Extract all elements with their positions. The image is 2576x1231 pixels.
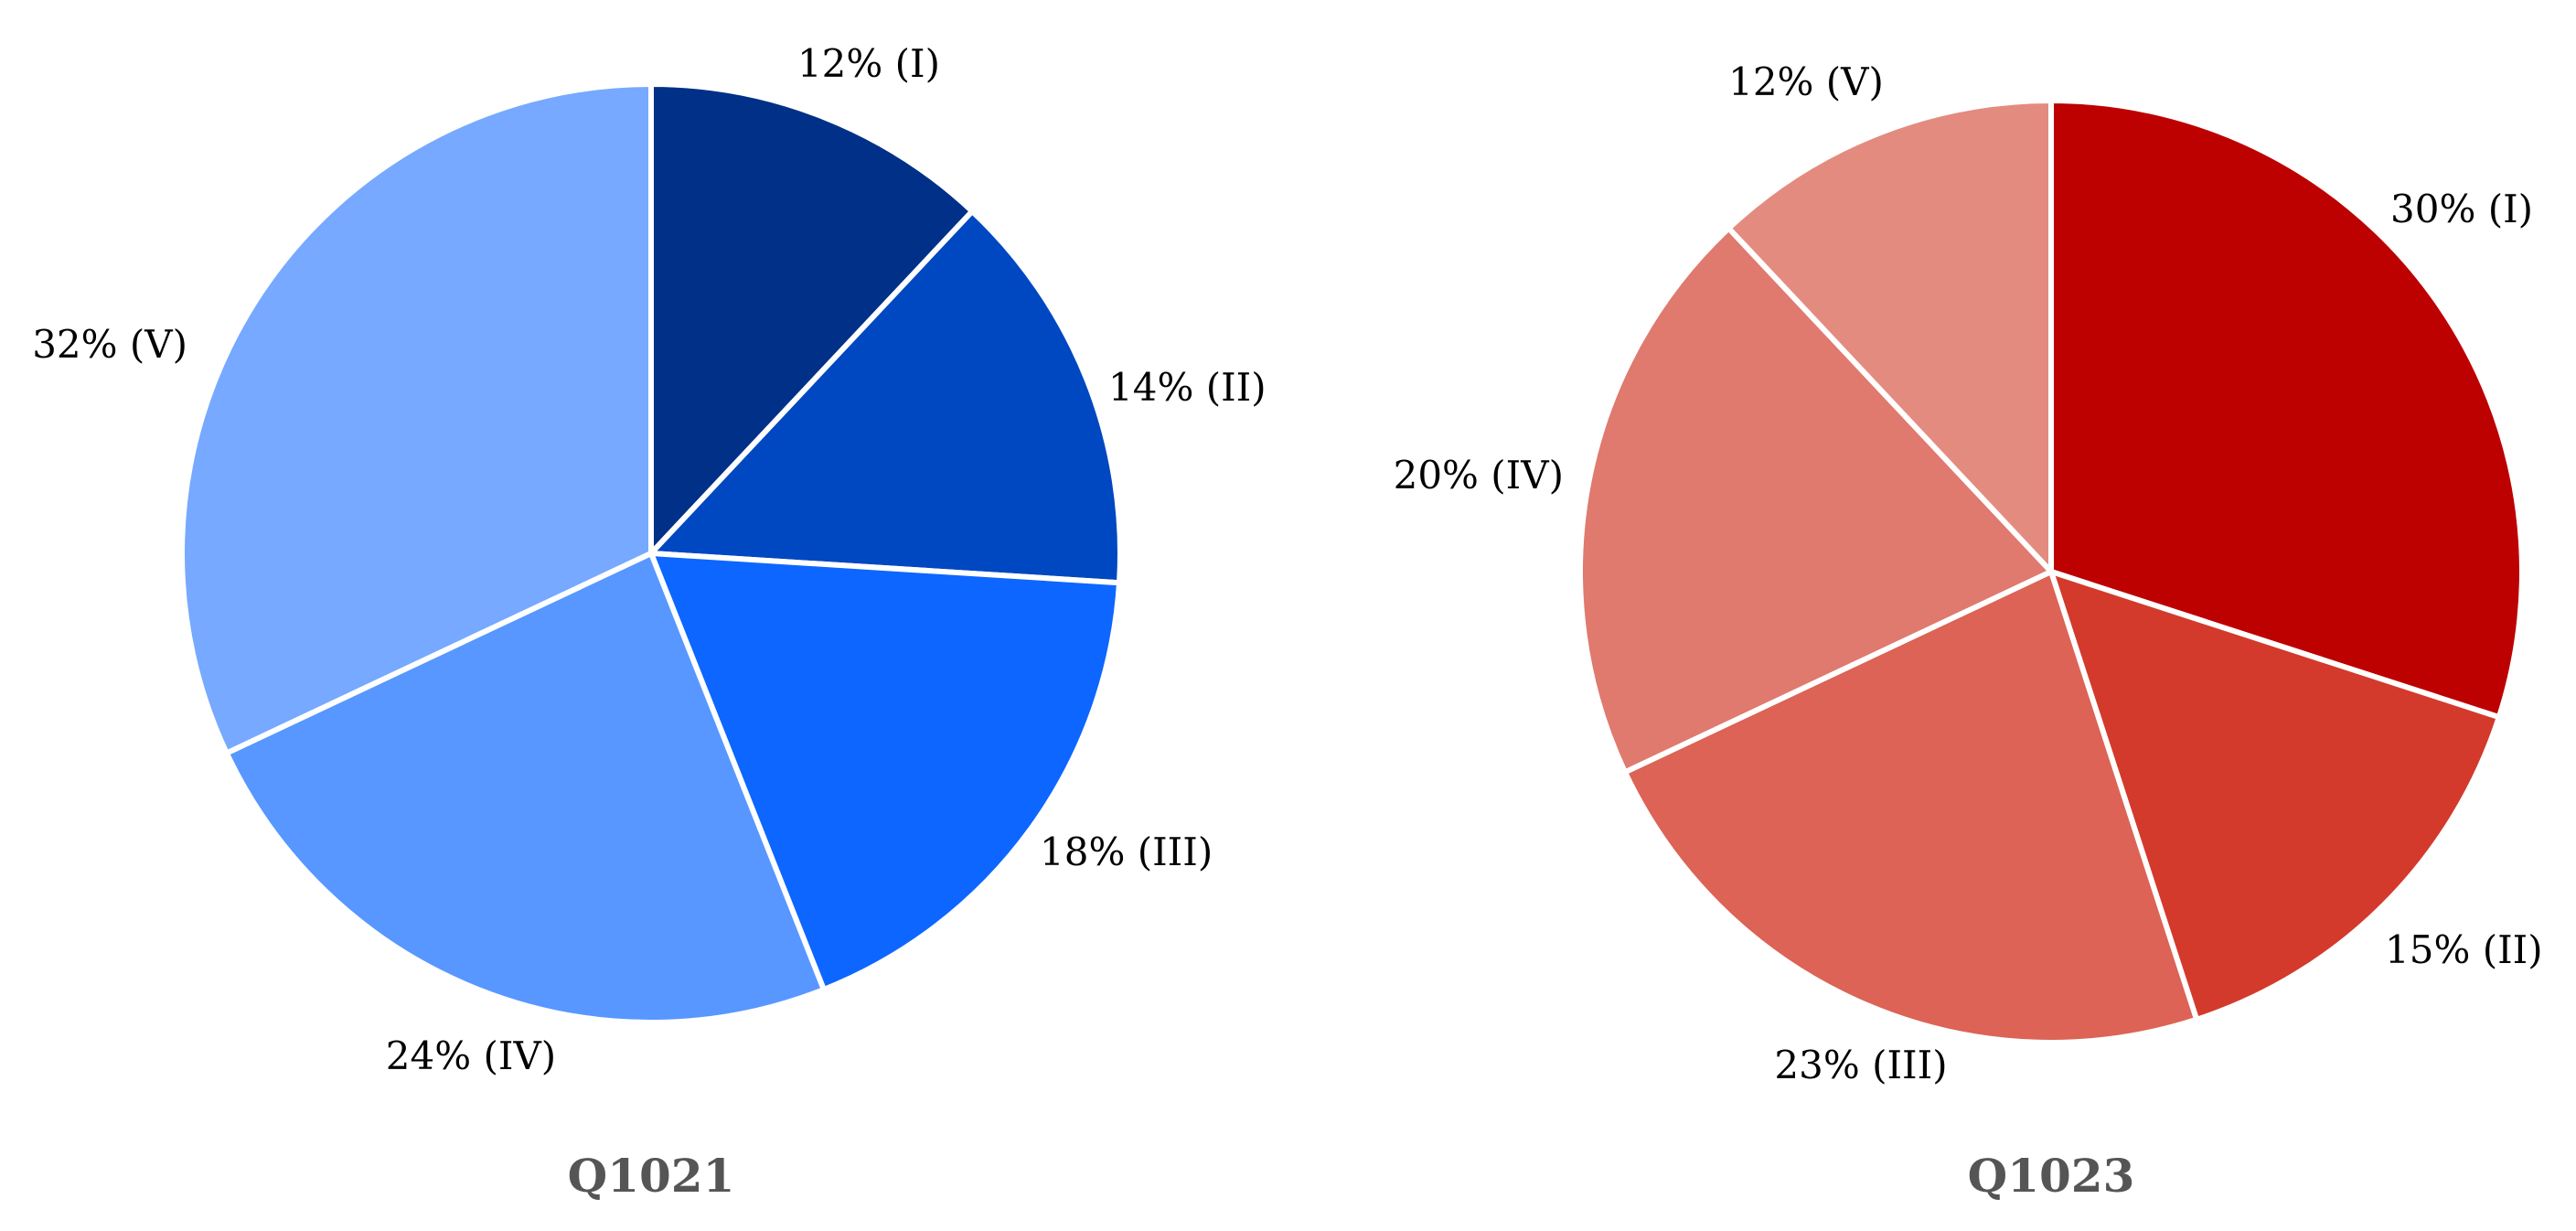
slice-label-i: 30% (I) <box>2390 187 2533 231</box>
slice-label-v: 12% (V) <box>1728 59 1884 104</box>
slice-label-iv: 20% (IV) <box>1394 453 1564 498</box>
slice-label-iii: 23% (III) <box>1774 1043 1947 1087</box>
pie-slice-v <box>178 81 654 756</box>
pie-slice-i <box>2048 98 2525 721</box>
pie-slice-iv <box>1577 225 2054 776</box>
slice-label-ii: 15% (II) <box>2385 927 2543 972</box>
pie-slice-iii <box>648 551 1122 992</box>
pie-slice-ii <box>648 209 1123 586</box>
chart-title: Q1023 <box>1968 1149 2135 1203</box>
pie-chart-q1023: 30% (I) 15% (II) 23% (III) 20% (IV) 12% (V) Q… <box>1394 59 2543 1203</box>
pie-chart-q1021: 12% (I) 14% (II) 18% (III) 24% (IV) 32% (V) Q… <box>32 41 1266 1203</box>
pie-slice-v <box>1726 98 2054 574</box>
pie-slice-iii <box>1622 569 2200 1045</box>
pie-slice-iv <box>223 551 827 1025</box>
slice-label-ii: 14% (II) <box>1108 365 1267 410</box>
pie-slice-i <box>648 81 976 556</box>
slice-label-i: 12% (I) <box>797 41 940 86</box>
slice-label-iv: 24% (IV) <box>386 1033 556 1078</box>
slice-label-v: 32% (V) <box>32 322 187 367</box>
slice-label-iii: 18% (III) <box>1040 830 1213 874</box>
chart-title: Q1021 <box>568 1149 735 1203</box>
